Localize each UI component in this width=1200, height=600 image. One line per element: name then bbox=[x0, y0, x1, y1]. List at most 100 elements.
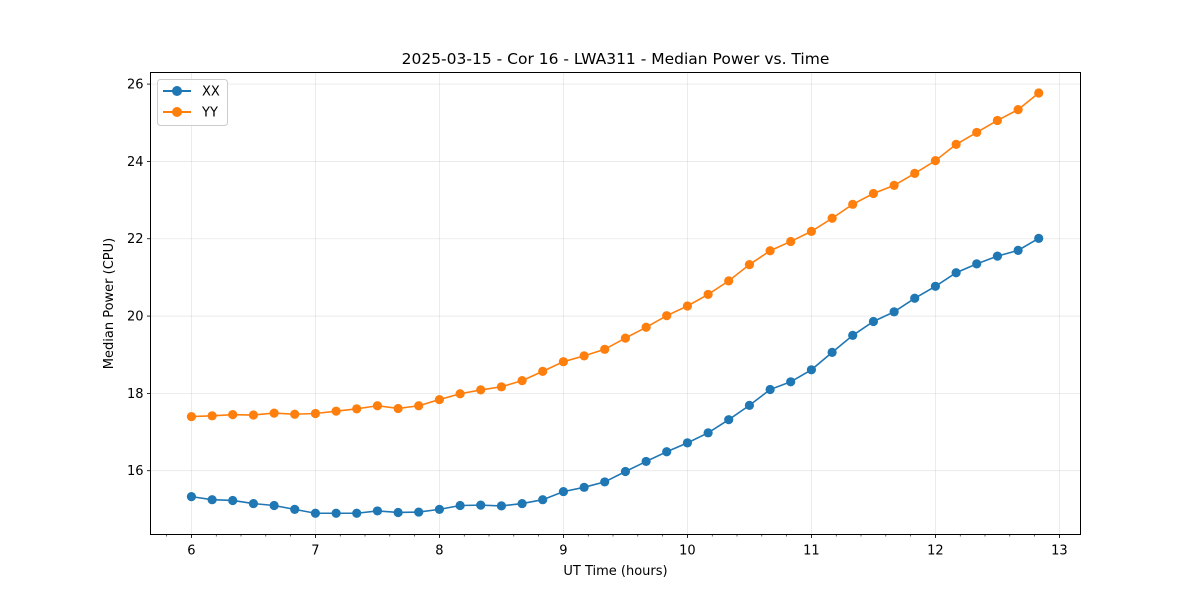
data-point-yy bbox=[827, 213, 837, 223]
data-point-yy bbox=[558, 357, 569, 367]
data-point-xx bbox=[372, 506, 383, 516]
data-point-xx bbox=[1034, 233, 1044, 243]
data-point-xx bbox=[868, 316, 879, 327]
data-point-xx bbox=[724, 415, 734, 425]
x-tick-label: 9 bbox=[559, 544, 567, 559]
legend-marker-yy bbox=[172, 107, 182, 117]
data-point-yy bbox=[600, 344, 610, 354]
data-point-yy bbox=[703, 289, 713, 300]
data-point-yy bbox=[207, 411, 217, 421]
data-point-yy bbox=[641, 322, 651, 332]
data-point-yy bbox=[724, 276, 734, 286]
data-point-xx bbox=[600, 477, 610, 487]
data-point-yy bbox=[930, 156, 941, 166]
data-point-xx bbox=[393, 507, 403, 518]
data-point-yy bbox=[186, 411, 197, 422]
y-axis-label: Median Power (CPU) bbox=[102, 238, 117, 369]
data-point-yy bbox=[310, 408, 321, 419]
data-point-yy bbox=[414, 401, 424, 411]
series-xx bbox=[186, 233, 1044, 518]
data-point-xx bbox=[641, 456, 651, 467]
data-point-xx bbox=[455, 500, 465, 511]
legend-label-yy: YY bbox=[201, 106, 218, 121]
data-point-xx bbox=[228, 495, 238, 506]
data-point-yy bbox=[848, 199, 858, 209]
data-point-yy bbox=[889, 180, 899, 190]
y-tick-label: 24 bbox=[127, 155, 144, 170]
data-point-xx bbox=[434, 504, 445, 514]
data-point-yy bbox=[972, 127, 982, 138]
legend-label-xx: XX bbox=[202, 85, 220, 100]
plot-frame bbox=[150, 72, 1081, 535]
data-point-yy bbox=[496, 382, 507, 392]
data-point-xx bbox=[992, 251, 1003, 261]
series-yy bbox=[186, 88, 1044, 422]
y-tick-label: 20 bbox=[127, 310, 144, 325]
legend-marker-xx bbox=[172, 86, 182, 96]
axes: 6 7 8 9 10 11 12 13 16 18 20 22 24 26 bbox=[127, 78, 1068, 559]
data-point-yy bbox=[372, 401, 383, 411]
chart-title: 2025-03-15 - Cor 16 - LWA311 - Median Po… bbox=[402, 50, 830, 68]
y-tick-label: 16 bbox=[127, 464, 144, 479]
x-tick-label: 11 bbox=[803, 544, 820, 559]
data-point-xx bbox=[620, 466, 631, 477]
data-point-yy bbox=[806, 226, 817, 236]
data-point-yy bbox=[393, 403, 403, 414]
data-point-xx bbox=[889, 307, 899, 317]
data-point-yy bbox=[744, 260, 755, 270]
data-point-yy bbox=[476, 385, 486, 395]
x-tick-label: 7 bbox=[311, 544, 319, 559]
data-point-xx bbox=[765, 384, 775, 395]
data-point-xx bbox=[910, 293, 920, 303]
data-point-xx bbox=[310, 508, 321, 518]
data-point-yy bbox=[455, 389, 465, 399]
x-axis-label: UT Time (hours) bbox=[563, 564, 667, 579]
data-point-xx bbox=[1013, 245, 1023, 255]
data-point-yy bbox=[538, 366, 548, 376]
x-tick-label: 8 bbox=[435, 544, 443, 559]
data-point-yy bbox=[228, 410, 238, 420]
y-tick-label: 18 bbox=[127, 387, 144, 402]
data-point-xx bbox=[806, 365, 817, 375]
data-point-yy bbox=[786, 236, 796, 247]
data-point-xx bbox=[848, 330, 858, 340]
data-point-xx bbox=[682, 438, 693, 448]
series-layer bbox=[186, 88, 1044, 518]
data-point-yy bbox=[517, 376, 527, 386]
data-point-xx bbox=[290, 504, 300, 514]
data-point-yy bbox=[248, 410, 259, 420]
data-point-xx bbox=[662, 447, 672, 457]
data-point-yy bbox=[951, 139, 961, 150]
data-point-yy bbox=[868, 188, 879, 199]
data-point-yy bbox=[662, 311, 672, 321]
data-point-xx bbox=[248, 498, 259, 509]
data-point-xx bbox=[930, 281, 941, 291]
data-point-xx bbox=[786, 377, 796, 387]
y-tick-label: 22 bbox=[127, 232, 144, 247]
data-point-xx bbox=[331, 508, 341, 518]
data-point-xx bbox=[517, 498, 527, 509]
data-point-yy bbox=[579, 351, 589, 361]
data-point-xx bbox=[186, 492, 197, 502]
data-point-xx bbox=[538, 495, 548, 505]
data-point-xx bbox=[558, 486, 569, 497]
data-point-yy bbox=[682, 301, 693, 311]
data-point-yy bbox=[620, 333, 631, 343]
data-point-xx bbox=[703, 428, 713, 438]
data-point-yy bbox=[910, 168, 920, 179]
data-point-yy bbox=[434, 394, 445, 405]
data-point-xx bbox=[744, 400, 755, 410]
x-tick-label: 6 bbox=[187, 544, 195, 559]
y-tick-label: 26 bbox=[127, 78, 144, 93]
data-point-yy bbox=[1013, 105, 1023, 115]
data-point-xx bbox=[352, 508, 362, 518]
data-point-xx bbox=[207, 495, 217, 505]
x-tick-label: 13 bbox=[1051, 544, 1068, 559]
data-point-yy bbox=[331, 406, 341, 416]
data-point-xx bbox=[476, 500, 486, 510]
data-point-xx bbox=[972, 259, 982, 269]
data-point-xx bbox=[951, 268, 961, 278]
data-point-xx bbox=[579, 482, 589, 492]
data-point-yy bbox=[765, 246, 775, 256]
